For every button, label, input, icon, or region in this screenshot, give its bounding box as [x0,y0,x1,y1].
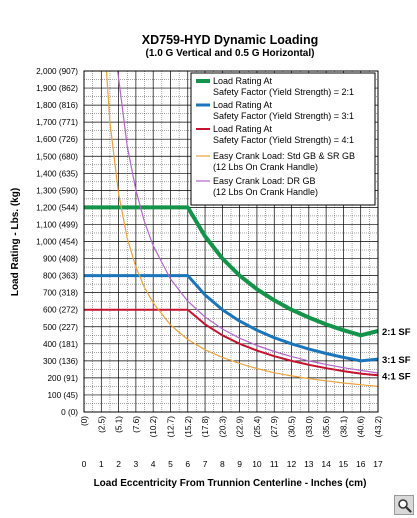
x-tick-label: 1 [99,459,104,469]
series-line-2 [84,274,379,363]
legend-label: Safety Factor (Yield Strength) = 2:1 [213,87,354,97]
series-end-label: 4:1 SF [382,371,411,382]
y-tick-label: 1,300 (590) [36,186,78,195]
x-tick-label-cm: (22.9) [236,416,245,438]
series-end-label: 2:1 SF [382,327,411,338]
y-tick-label: 500 (227) [43,323,78,332]
x-tick-label: 0 [82,459,87,469]
end-labels: 2:1 SF 3:1 SF 4:1 SF [382,327,411,382]
y-tick-label: 200 (91) [48,374,79,383]
y-tick-labels: 0 (0) 100 (45) 200 (91) 300 (136) 400 (181) 5… [36,67,78,417]
legend-label: Easy Crank Load: DR GB [213,176,316,186]
zoom-button[interactable] [394,495,414,515]
x-tick-label-cm: (5.1) [115,416,124,433]
legend-label: (12 Lbs On Crank Handle) [213,187,318,197]
x-tick-label-cm: (40.6) [357,416,366,438]
x-tick-label: 6 [185,459,190,469]
series-end-label: 3:1 SF [382,355,411,366]
y-tick-label: 1,000 (454) [36,238,78,247]
y-tick-label: 900 (408) [43,255,78,264]
legend-label: Easy Crank Load: Std GB & SR GB [213,151,355,161]
x-tick-label: 11 [270,459,279,469]
chart-subtitle: (1.0 G Vertical and 0.5 G Horizontal) [146,48,315,59]
x-tick-label: 9 [237,459,242,469]
x-tick-label: 5 [168,459,173,469]
legend-label: Load Rating At [213,124,273,134]
series-line-1 [84,205,379,338]
y-tick-label: 700 (318) [43,289,78,298]
x-tick-label: 14 [321,459,331,469]
x-tick-label-cm: (7.6) [132,416,141,433]
x-tick-label: 15 [339,459,349,469]
x-tick-label-cm: (35.6) [322,416,331,438]
x-tick-label-cm: (27.9) [270,416,279,438]
x-tick-label: 17 [373,459,383,469]
x-axis-label: Load Eccentricity From Trunnion Centerli… [94,478,367,489]
magnifier-icon [398,499,412,513]
y-tick-label: 1,400 (635) [36,169,78,178]
x-tick-label-cm: (38.1) [339,416,348,438]
series-line-3 [84,308,379,377]
x-tick-label-cm: (30.5) [288,416,297,438]
series-layer [83,70,379,387]
legend-label: Load Rating At [213,76,273,86]
x-tick-label: 12 [287,459,297,469]
x-tick-label-cm: (25.4) [253,416,262,438]
legend-label: Safety Factor (Yield Strength) = 3:1 [213,111,354,121]
x-tick-label: 2 [116,459,121,469]
y-axis-label: Load Rating - Lbs. (kg) [10,188,21,296]
y-tick-label: 600 (272) [43,306,78,315]
y-tick-label: 1,900 (862) [36,84,78,93]
x-tick-label-cm: (17.8) [201,416,210,438]
legend-box [190,72,376,206]
y-tick-label: 1,500 (680) [36,152,78,161]
x-tick-labels: (0) 0 (2.5) 1 (5.1) 2 (7.6) 3 (10.2) 4 (12.7) 5 (15.… [80,416,383,469]
x-tick-label-cm: (20.3) [218,416,227,438]
y-tick-label: 800 (363) [43,272,78,281]
x-tick-label: 3 [134,459,139,469]
y-tick-label: 100 (45) [48,391,79,400]
x-tick-label-cm: (12.7) [166,416,175,438]
x-tick-label: 10 [252,459,262,469]
legend-label: (12 Lbs On Crank Handle) [213,162,318,172]
y-tick-label: 1,100 (499) [36,220,78,229]
legend-label: Load Rating At [213,100,273,110]
x-tick-label-cm: (43.2) [374,416,383,438]
y-tick-label: 1,600 (726) [36,135,78,144]
chart-title: XD759-HYD Dynamic Loading [142,33,318,47]
y-tick-label: 300 (136) [43,357,78,366]
x-tick-label: 13 [304,459,314,469]
x-tick-label-cm: (0) [80,416,89,426]
x-tick-label-cm: (10.2) [149,416,158,438]
x-tick-label: 4 [151,459,156,469]
x-tick-label: 16 [356,459,366,469]
x-tick-label-cm: (2.5) [97,416,106,433]
x-tick-label-cm: (33.0) [305,416,314,438]
y-tick-label: 400 (181) [43,340,78,349]
legend-label: Safety Factor (Yield Strength) = 4:1 [213,135,354,145]
x-tick-label: 7 [203,459,208,469]
y-tick-label: 0 (0) [61,408,78,417]
x-tick-label-cm: (15.2) [184,416,193,438]
y-tick-label: 1,700 (771) [36,118,78,127]
x-tick-label: 8 [220,459,225,469]
y-tick-label: 1,800 (816) [36,101,78,110]
y-tick-label: 2,000 (907) [36,67,78,76]
plot-frame [83,70,379,413]
y-tick-label: 1,200 (544) [36,203,78,212]
